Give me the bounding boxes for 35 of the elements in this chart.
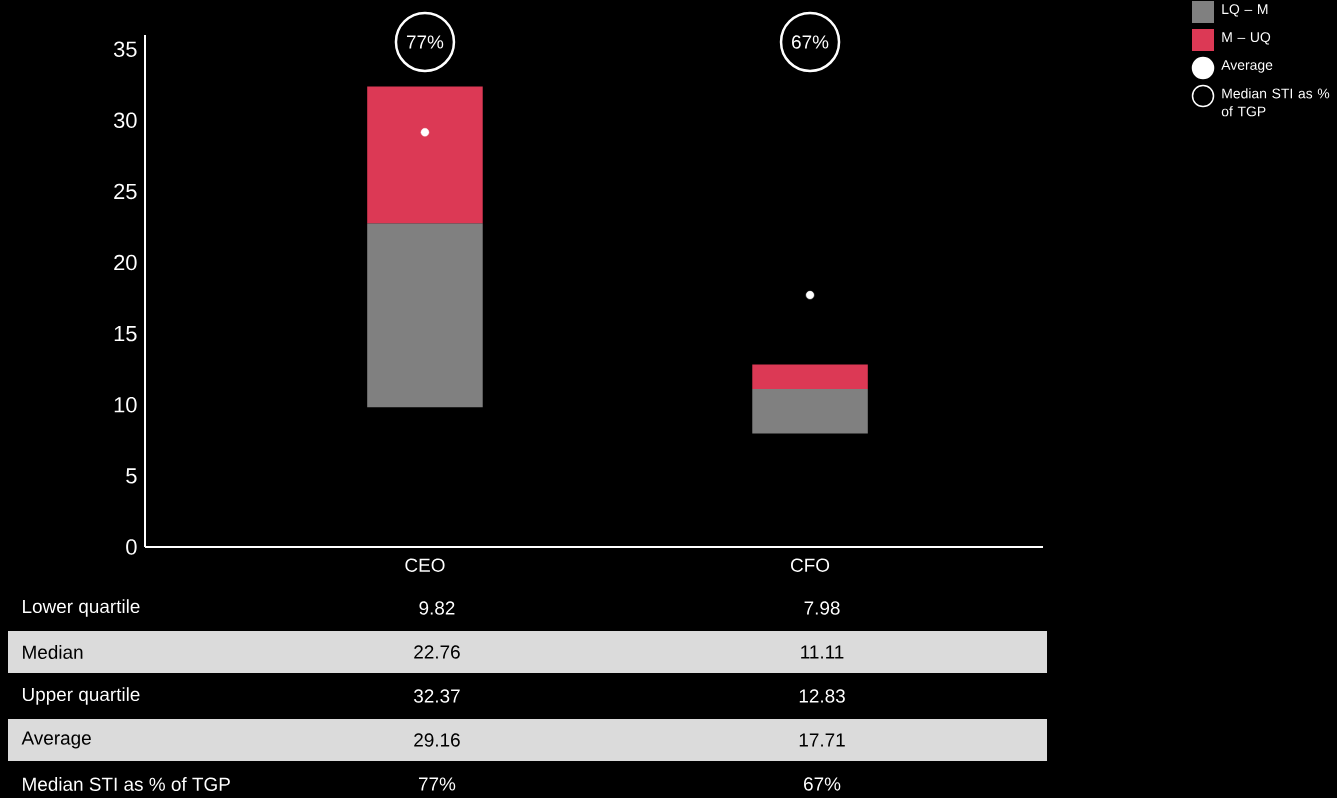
legend-label: LQ – M (1222, 4, 1268, 17)
text: 67% (804, 777, 841, 791)
text: 7.98 (804, 601, 840, 615)
annotation: 67% (792, 35, 829, 49)
x-tick-label: CFO (791, 558, 830, 572)
text: 17.71 (799, 733, 845, 747)
legend-label: Median STI as % of TGP (1221, 88, 1330, 117)
text: 29.16 (414, 733, 460, 747)
text: 77% (418, 777, 456, 791)
y-tick-label: 15 (114, 326, 137, 342)
text: 9.82 (419, 601, 455, 615)
y-tick-label: 10 (114, 397, 137, 413)
bar (367, 86, 483, 224)
bar (752, 388, 868, 434)
text: 12.83 (799, 689, 845, 703)
y-tick-label: 35 (113, 41, 137, 57)
text: Median (23, 645, 83, 659)
text: Lower quartile (23, 599, 140, 617)
bar (752, 364, 868, 389)
text: 22.76 (414, 645, 460, 659)
text: 11.11 (801, 645, 844, 659)
x-tick-label: CEO (405, 558, 445, 572)
legend-label: M – UQ (1222, 32, 1271, 45)
y-tick-label: 20 (114, 254, 137, 271)
text: Median STI as % of TGP (23, 777, 230, 791)
legend-label: Average (1221, 60, 1273, 73)
bar (367, 223, 483, 408)
y-tick-label: 25 (114, 183, 137, 200)
y-tick-label: 0 (126, 539, 137, 555)
annotation: 77% (406, 35, 444, 49)
y-tick-label: 30 (113, 112, 137, 129)
text: Upper quartile (22, 687, 140, 705)
y-tick-label: 5 (126, 468, 137, 484)
text: 32.37 (413, 689, 460, 703)
text: Average (21, 731, 91, 749)
